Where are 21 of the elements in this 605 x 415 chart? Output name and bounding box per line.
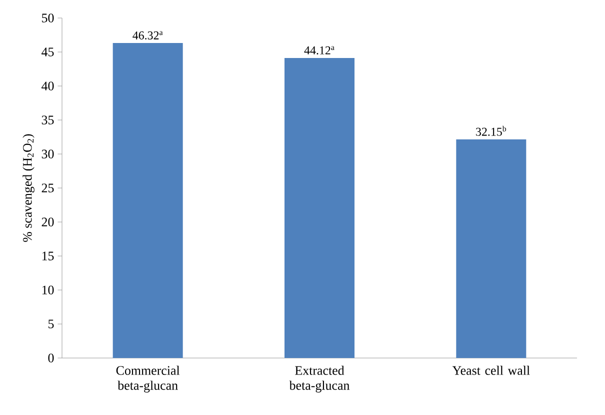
y-tick-label: 30: [42, 150, 54, 158]
y-tick-label: 0: [48, 354, 54, 362]
x-tick-label: Commercial beta-glucan: [116, 366, 180, 392]
bar: [284, 58, 355, 358]
data-label: 32.15$^{b}$: [476, 126, 506, 136]
data-label: 44.12$^{a}$: [304, 46, 334, 54]
data-label: 46.32$^{a}$: [132, 31, 163, 40]
y-tick-label: 15: [42, 252, 54, 260]
y-axis-title: % scavenged (H$_{2}$O$_{2}$): [22, 134, 34, 242]
y-tick-label: 40: [42, 82, 54, 90]
bar: [456, 139, 526, 358]
y-tick-label: 35: [42, 116, 54, 124]
x-tick-label: Yeast cell wall: [452, 366, 530, 375]
x-tick-label: Extracted beta-glucan: [289, 366, 350, 392]
y-tick-label: 45: [42, 48, 54, 56]
y-tick-label: 10: [42, 286, 54, 294]
bar: [112, 43, 183, 358]
y-tick-label: 20: [42, 218, 54, 226]
y-tick-label: 50: [42, 14, 54, 22]
y-tick-label: 25: [42, 184, 54, 192]
y-tick-label: 5: [48, 320, 54, 328]
